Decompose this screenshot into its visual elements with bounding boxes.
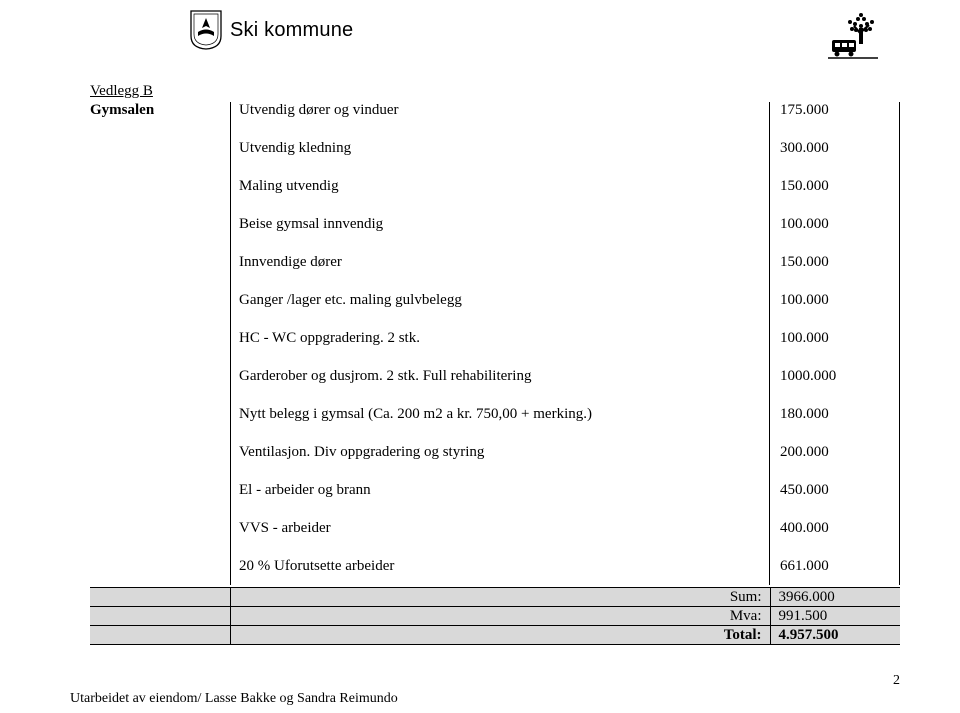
shield-icon: [190, 10, 222, 50]
item-value-row: 150.000: [780, 254, 889, 273]
item-label: Beise gymsal innvendig: [239, 216, 761, 235]
content: Vedlegg B Gymsalen Utvendig dører og vin…: [90, 83, 900, 645]
item-value: 100.000: [780, 330, 829, 349]
item-value: 100.000: [780, 216, 829, 235]
item-label: Utvendig kledning: [239, 140, 761, 159]
item-label: VVS - arbeider: [239, 520, 761, 539]
item-value-row: 1000.000: [780, 368, 889, 387]
values-column: 175.000 300.000 150.000 100.000 150.000 100.0…: [770, 102, 900, 585]
attachment-title: Vedlegg B: [90, 83, 900, 100]
section-column: Gymsalen: [90, 102, 230, 585]
item-label-row: Ganger /lager etc. maling gulvbelegg: [239, 292, 761, 311]
item-label-row: Maling utvendig: [239, 178, 761, 197]
item-label-row: VVS - arbeider: [239, 520, 761, 539]
item-label-row: Beise gymsal innvendig: [239, 216, 761, 235]
item-label-row: Ventilasjon. Div oppgradering og styring: [239, 444, 761, 463]
item-value: 300.000: [780, 140, 829, 159]
item-label-row: El - arbeider og brann: [239, 482, 761, 501]
item-label: 20 % Uforutsette arbeider: [239, 558, 761, 577]
summary-label: Total:: [230, 626, 770, 645]
item-value-row: 100.000: [780, 216, 889, 235]
item-label-row: Nytt belegg i gymsal (Ca. 200 m2 a kr. 7…: [239, 406, 761, 425]
page-number: 2: [893, 673, 900, 689]
logo-text: Ski kommune: [230, 19, 353, 42]
tree-train-icon: [826, 12, 880, 67]
summary-label: Mva:: [230, 607, 770, 626]
summary-value: 991.500: [770, 607, 900, 626]
item-value: 200.000: [780, 444, 829, 463]
summary-table: Sum:3966.000Mva:991.500Total:4.957.500: [90, 587, 900, 645]
summary-value: 3966.000: [770, 588, 900, 607]
item-label-row: Utvendig dører og vinduer: [239, 102, 761, 121]
page: Ski kommune: [0, 0, 960, 713]
summary-cell-empty: [90, 607, 230, 626]
item-value-row: 100.000: [780, 292, 889, 311]
item-label: Garderober og dusjrom. 2 stk. Full rehab…: [239, 368, 761, 387]
item-value: 180.000: [780, 406, 829, 425]
item-label: Innvendige dører: [239, 254, 761, 273]
item-label: Ganger /lager etc. maling gulvbelegg: [239, 292, 761, 311]
item-value-row: 150.000: [780, 178, 889, 197]
item-label-row: HC - WC oppgradering. 2 stk.: [239, 330, 761, 349]
item-value-row: 200.000: [780, 444, 889, 463]
summary-cell-empty: [90, 626, 230, 645]
item-label: Maling utvendig: [239, 178, 761, 197]
item-label: Utvendig dører og vinduer: [239, 102, 761, 121]
item-value-row: 400.000: [780, 520, 889, 539]
item-value: 400.000: [780, 520, 829, 539]
items-column: Utvendig dører og vinduer Utvendig kledni…: [230, 102, 770, 585]
logo-ski-kommune: Ski kommune: [190, 10, 353, 50]
item-value-row: 180.000: [780, 406, 889, 425]
item-label: Nytt belegg i gymsal (Ca. 200 m2 a kr. 7…: [239, 406, 761, 425]
summary-row: Total:4.957.500: [90, 626, 900, 645]
item-value-row: 175.000: [780, 102, 889, 121]
table-layout: Gymsalen Utvendig dører og vinduerUtvend…: [90, 102, 900, 585]
item-value: 1000.000: [780, 368, 836, 387]
item-label-row: 20 % Uforutsette arbeider: [239, 558, 761, 577]
item-value: 175.000: [780, 102, 829, 121]
item-label: Ventilasjon. Div oppgradering og styring: [239, 444, 761, 463]
item-label-row: Garderober og dusjrom. 2 stk. Full rehab…: [239, 368, 761, 387]
item-value: 150.000: [780, 254, 829, 273]
summary-value: 4.957.500: [770, 626, 900, 645]
item-label-row: Utvendig kledning: [239, 140, 761, 159]
summary-block: Sum:3966.000Mva:991.500Total:4.957.500: [90, 587, 900, 645]
header: Ski kommune: [90, 10, 900, 75]
summary-cell-empty: [90, 588, 230, 607]
item-label-row: Innvendige dører: [239, 254, 761, 273]
item-value: 661.000: [780, 558, 829, 577]
section-name: Gymsalen: [90, 102, 230, 119]
item-value: 150.000: [780, 178, 829, 197]
item-value-row: 450.000: [780, 482, 889, 501]
item-value-row: 661.000: [780, 558, 889, 577]
footer-text: Utarbeidet av eiendom/ Lasse Bakke og Sa…: [70, 691, 398, 707]
item-value-row: 300.000: [780, 140, 889, 159]
summary-row: Mva:991.500: [90, 607, 900, 626]
summary-label: Sum:: [230, 588, 770, 607]
item-label: HC - WC oppgradering. 2 stk.: [239, 330, 761, 349]
item-value: 100.000: [780, 292, 829, 311]
summary-row: Sum:3966.000: [90, 588, 900, 607]
item-value: 450.000: [780, 482, 829, 501]
item-value-row: 100.000: [780, 330, 889, 349]
item-label: El - arbeider og brann: [239, 482, 761, 501]
